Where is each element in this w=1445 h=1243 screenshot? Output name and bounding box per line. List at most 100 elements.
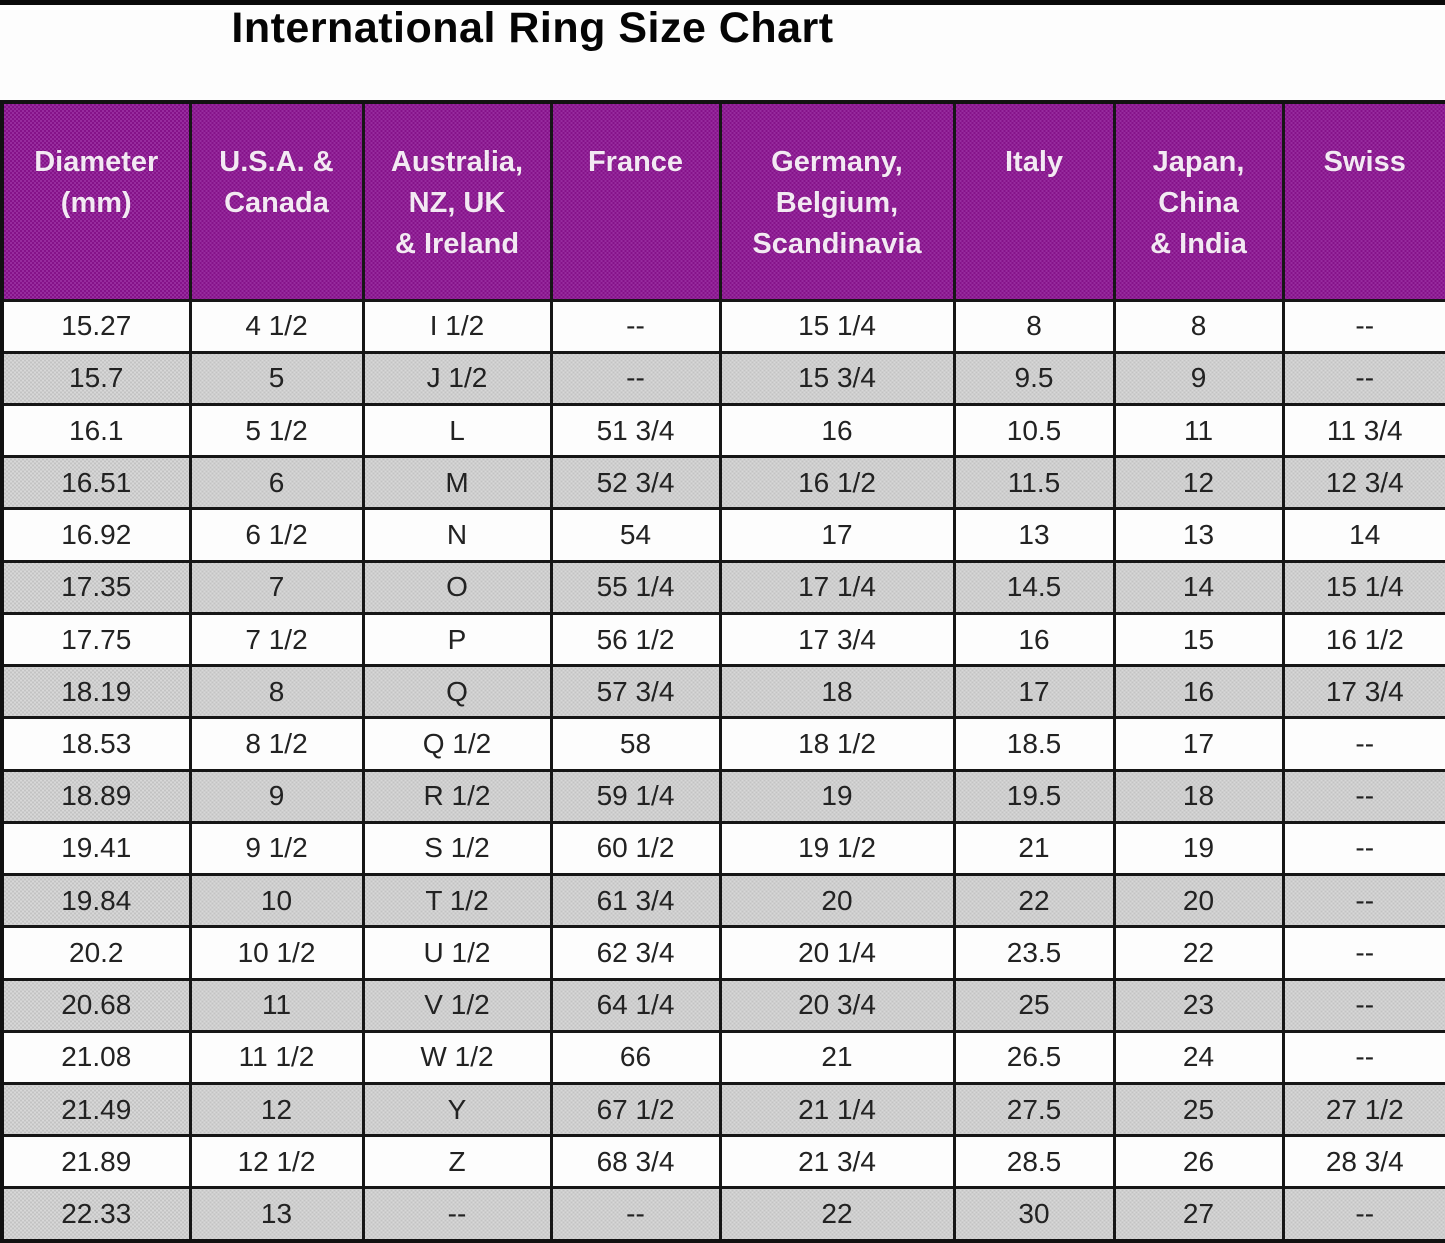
table-cell: 17 <box>952 664 1116 720</box>
column-header: Australia, NZ, UK & Ireland <box>361 100 553 302</box>
table-cell: Y <box>361 1082 553 1138</box>
table-cell: 28 3/4 <box>1281 1134 1445 1190</box>
column-header: Germany, Belgium, Scandinavia <box>718 100 956 302</box>
table-cell: 18.19 <box>0 664 192 720</box>
table-cell: 21 1/4 <box>718 1082 956 1138</box>
table-cell: 54 <box>549 507 722 563</box>
table-cell: 19 <box>1112 820 1285 877</box>
table-cell: 12 3/4 <box>1281 455 1445 511</box>
table-cell: -- <box>1281 977 1445 1033</box>
table-cell: U 1/2 <box>361 925 553 981</box>
table-cell: 25 <box>1112 1082 1285 1138</box>
table-row: 15.7 5 J 1/2 -- 15 3/4 9.5 9 -- <box>0 350 1445 406</box>
table-row: 16.1 5 1/2 L 51 3/4 16 10.5 11 11 3/4 <box>0 402 1445 459</box>
table-row: 20.68 11 V 1/2 64 1/4 20 3/4 25 23 -- <box>0 977 1445 1033</box>
table-cell: 16.92 <box>0 507 192 563</box>
table-cell: 16 1/2 <box>718 455 956 511</box>
table-cell: 16.1 <box>0 402 192 459</box>
table-cell: 17 3/4 <box>1281 664 1445 720</box>
table-cell: 20 <box>1112 873 1285 929</box>
table-cell: O <box>361 559 553 615</box>
ring-size-table: Diameter (mm) U.S.A. & Canada Australia, N… <box>0 100 1445 1243</box>
table-cell: 18.89 <box>0 768 192 824</box>
table-cell: 17.35 <box>0 559 192 615</box>
table-cell: 68 3/4 <box>549 1134 722 1190</box>
table-cell: 64 1/4 <box>549 977 722 1033</box>
table-cell: -- <box>1281 873 1445 929</box>
table-cell: 13 <box>952 507 1116 563</box>
table-cell: 19.41 <box>0 820 192 877</box>
table-cell: 52 3/4 <box>549 455 722 511</box>
table-cell: 59 1/4 <box>549 768 722 824</box>
table-cell: S 1/2 <box>361 820 553 877</box>
table-cell: 8 <box>188 664 365 720</box>
table-cell: 18.53 <box>0 716 192 772</box>
table-cell: 15 3/4 <box>718 350 956 406</box>
table-cell: I 1/2 <box>361 298 553 354</box>
table-cell: 9.5 <box>952 350 1116 406</box>
table-cell: 6 1/2 <box>188 507 365 563</box>
table-cell: 21 <box>718 1029 956 1086</box>
table-cell: -- <box>1281 768 1445 824</box>
table-row: 20.2 10 1/2 U 1/2 62 3/4 20 1/4 23.5 22 -- <box>0 925 1445 981</box>
table-cell: 20 1/4 <box>718 925 956 981</box>
table-cell: 16 1/2 <box>1281 611 1445 668</box>
column-header: Swiss <box>1281 100 1445 302</box>
table-cell: 20 3/4 <box>718 977 956 1033</box>
table-cell: 9 <box>188 768 365 824</box>
page-title: International Ring Size Chart <box>231 4 834 52</box>
table-row: 21.89 12 1/2 Z 68 3/4 21 3/4 28.5 26 28 3/4 <box>0 1134 1445 1190</box>
table-cell: 19 1/2 <box>718 820 956 877</box>
table-cell: 60 1/2 <box>549 820 722 877</box>
table-cell: 4 1/2 <box>188 298 365 354</box>
table-cell: 19 <box>718 768 956 824</box>
table-cell: 14 <box>1281 507 1445 563</box>
table-cell: 21.49 <box>0 1082 192 1138</box>
table-cell: 11.5 <box>952 455 1116 511</box>
table-cell: 10 1/2 <box>188 925 365 981</box>
table-cell: Q 1/2 <box>361 716 553 772</box>
table-row: 18.53 8 1/2 Q 1/2 58 18 1/2 18.5 17 -- <box>0 716 1445 772</box>
table-cell: 11 1/2 <box>188 1029 365 1086</box>
table-cell: 51 3/4 <box>549 402 722 459</box>
table-cell: 21.89 <box>0 1134 192 1190</box>
table-row: 19.84 10 T 1/2 61 3/4 20 22 20 -- <box>0 873 1445 929</box>
table-row: 17.35 7 O 55 1/4 17 1/4 14.5 14 15 1/4 <box>0 559 1445 615</box>
table-row: 19.41 9 1/2 S 1/2 60 1/2 19 1/2 21 19 -- <box>0 820 1445 877</box>
table-cell: L <box>361 402 553 459</box>
table-cell: 16 <box>718 402 956 459</box>
table-cell: 17 3/4 <box>718 611 956 668</box>
table-cell: 18.5 <box>952 716 1116 772</box>
table-cell: 21 3/4 <box>718 1134 956 1190</box>
table-cell: 16 <box>952 611 1116 668</box>
column-header: France <box>549 100 722 302</box>
table-row: 22.33 13 -- -- 22 30 27 -- <box>0 1186 1445 1243</box>
table-cell: 20.2 <box>0 925 192 981</box>
table-cell: 15.27 <box>0 298 192 354</box>
column-header: Italy <box>952 100 1116 302</box>
table-cell: 11 <box>1112 402 1285 459</box>
table-cell: -- <box>1281 1186 1445 1243</box>
table-row: 18.19 8 Q 57 3/4 18 17 16 17 3/4 <box>0 664 1445 720</box>
table-cell: 12 <box>1112 455 1285 511</box>
table-row: 15.27 4 1/2 I 1/2 -- 15 1/4 8 8 -- <box>0 298 1445 354</box>
table-cell: -- <box>1281 925 1445 981</box>
table-cell: R 1/2 <box>361 768 553 824</box>
table-cell: 8 <box>1112 298 1285 354</box>
table-cell: 27 <box>1112 1186 1285 1243</box>
table-cell: 26 <box>1112 1134 1285 1190</box>
table-cell: -- <box>1281 298 1445 354</box>
table-cell: 23 <box>1112 977 1285 1033</box>
table-cell: 17 <box>718 507 956 563</box>
table-cell: 22.33 <box>0 1186 192 1243</box>
table-cell: 12 1/2 <box>188 1134 365 1190</box>
table-cell: 62 3/4 <box>549 925 722 981</box>
table-cell: 10.5 <box>952 402 1116 459</box>
table-cell: 16.51 <box>0 455 192 511</box>
table-cell: P <box>361 611 553 668</box>
table-cell: 19.84 <box>0 873 192 929</box>
table-cell: 61 3/4 <box>549 873 722 929</box>
table-cell: 18 <box>718 664 956 720</box>
table-row: 21.49 12 Y 67 1/2 21 1/4 27.5 25 27 1/2 <box>0 1082 1445 1138</box>
